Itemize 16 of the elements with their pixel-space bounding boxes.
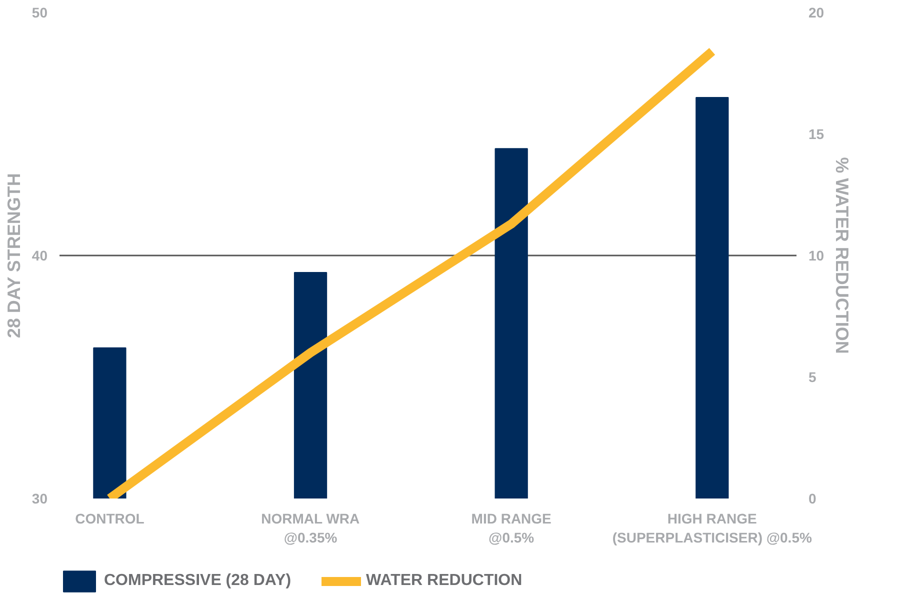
y2-tick-label: 15 [808,126,824,142]
y-tick-label: 40 [32,248,48,264]
x-tick-label: NORMAL WRA @0.35% [261,510,360,546]
x-tick-label: HIGH RANGE (SUPERPLASTICISER) @0.5% [612,510,812,546]
y2-tick-label: 10 [808,248,824,264]
legend-label: WATER REDUCTION [366,572,522,590]
y-tick-label: 50 [32,4,48,20]
x-tick-label: MID RANGE @0.5% [471,510,552,546]
y2-tick-label: 5 [808,369,816,385]
legend-label: COMPRESSIVE (28 DAY) [104,572,292,590]
y2-axis-title: % WATER REDUCTION [832,157,852,354]
y-tick-label: 30 [32,490,48,506]
y2-tick-label: 0 [808,490,816,506]
y-axis-title: 28 DAY STRENGTH [4,173,24,338]
y2-tick-label: 20 [808,4,824,20]
x-tick-label: CONTROL [75,510,145,526]
